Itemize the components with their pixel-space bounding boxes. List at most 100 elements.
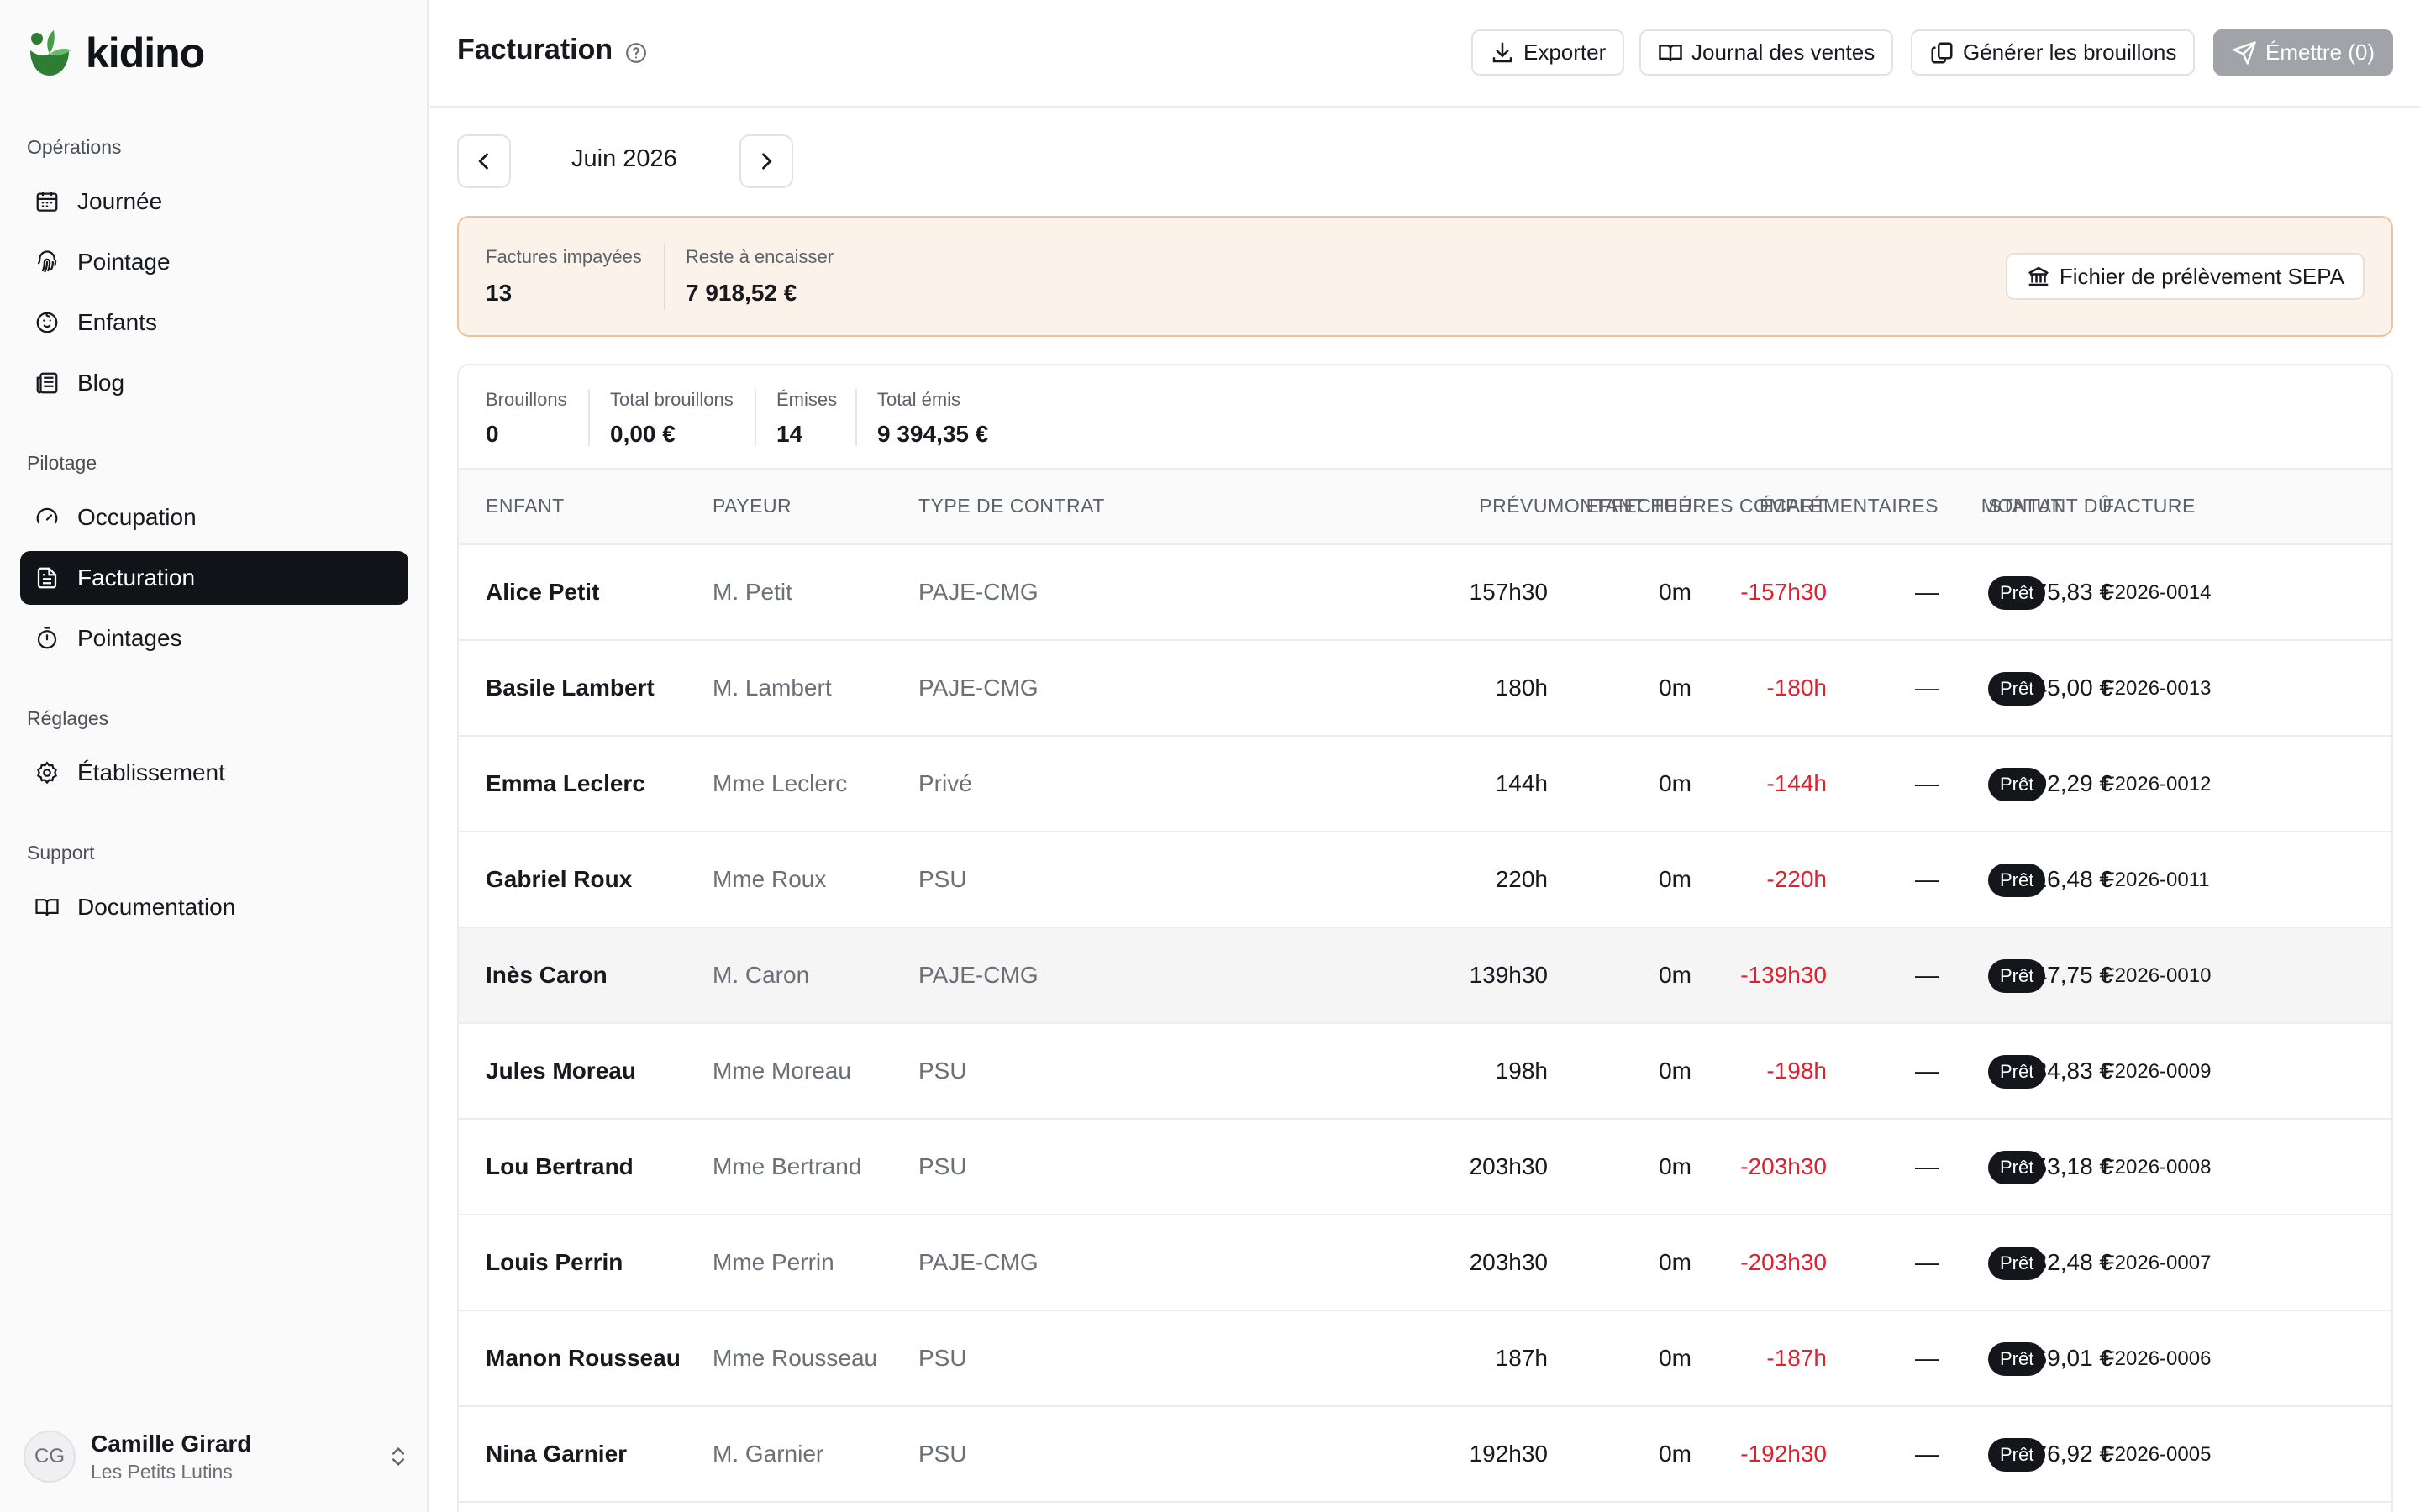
cell-due: 45,00 € xyxy=(2033,675,2112,701)
cell-payer: M. Lambert xyxy=(713,675,832,701)
bank-icon xyxy=(2028,266,2049,286)
table-row[interactable]: Emma Leclerc Mme Leclerc Privé 144h 0m -144h —… xyxy=(459,737,2391,832)
table-row[interactable]: Basile Lambert M. Lambert PAJE-CMG 180h 0m -1… xyxy=(459,641,2391,737)
sidebar-item-occupation[interactable]: Occupation xyxy=(20,491,408,544)
column-header-gap[interactable]: ÉCART xyxy=(1759,495,1827,517)
sepa-file-button[interactable]: Fichier de prélèvement SEPA xyxy=(2005,253,2365,300)
cell-planned: 220h xyxy=(1495,866,1548,892)
issued-total-stat: Total émis 9 394,35 € xyxy=(877,389,988,448)
help-icon[interactable] xyxy=(625,42,647,64)
cell-gap: -220h xyxy=(1766,866,1827,892)
issued-total-label: Total émis xyxy=(877,389,961,410)
sidebar-item-blog[interactable]: Blog xyxy=(20,356,408,410)
user-menu[interactable]: CG Camille Girard Les Petits Lutins xyxy=(24,1430,410,1483)
cell-done: 0m xyxy=(1659,1249,1691,1275)
column-header-done[interactable]: EFFECTUÉ xyxy=(1586,495,1691,517)
user-organization: Les Petits Lutins xyxy=(91,1460,233,1483)
calendar-icon xyxy=(34,188,60,215)
fingerprint-icon xyxy=(34,249,60,276)
sidebar-item-facturation[interactable]: Facturation xyxy=(20,551,408,605)
cell-done: 0m xyxy=(1659,770,1691,796)
export-button-label: Exporter xyxy=(1523,39,1607,65)
cell-invoice: F2026-0013 xyxy=(2102,677,2212,700)
generate-drafts-button[interactable]: Générer les brouillons xyxy=(1911,29,2196,76)
export-button[interactable]: Exporter xyxy=(1471,29,1625,76)
sidebar: kidino Opérations Journée Pointage Enfan… xyxy=(0,0,429,1512)
status-badge: Prêt xyxy=(1988,864,2046,897)
column-header-child[interactable]: ENFANT xyxy=(486,495,565,517)
drafts-total-value: 0,00 € xyxy=(610,421,676,447)
sales-journal-button[interactable]: Journal des ventes xyxy=(1639,29,1894,76)
timer-icon xyxy=(34,625,60,652)
column-header-contract[interactable]: TYPE DE CONTRAT xyxy=(918,495,1105,517)
cell-contract: PAJE-CMG xyxy=(918,675,1039,701)
book-icon xyxy=(34,894,60,921)
sidebar-item-enfants[interactable]: Enfants xyxy=(20,296,408,349)
book-open-icon xyxy=(1659,44,1682,61)
sidebar-item-documentation[interactable]: Documentation xyxy=(20,880,408,934)
table-row[interactable]: Alice Petit M. Petit PAJE-CMG 157h30 0m -157h… xyxy=(459,545,2391,641)
column-header-status[interactable]: STATUT xyxy=(1988,495,2064,517)
cell-planned: 139h30 xyxy=(1469,962,1548,988)
cell-contract: PSU xyxy=(918,1441,967,1467)
table-row[interactable]: Nina Garnier M. Garnier PSU 192h30 0m -192h30… xyxy=(459,1407,2391,1503)
previous-month-button[interactable] xyxy=(457,134,511,188)
emit-button[interactable]: Émettre (0) xyxy=(2213,29,2394,76)
table-row[interactable]: Jules Moreau Mme Moreau PSU 198h 0m -198h —284… xyxy=(459,1024,2391,1120)
cell-child: Gabriel Roux xyxy=(486,866,633,892)
sidebar-item-journee[interactable]: Journée xyxy=(20,175,408,228)
cell-gap: -180h xyxy=(1766,675,1827,701)
cell-extra: — xyxy=(1915,1153,1939,1179)
column-header-planned[interactable]: PRÉVU xyxy=(1479,495,1548,517)
cell-done: 0m xyxy=(1659,675,1691,701)
table-row[interactable]: Inès Caron M. Caron PAJE-CMG 139h30 0m -139h3… xyxy=(459,928,2391,1024)
cell-extra: — xyxy=(1915,579,1939,605)
newspaper-icon xyxy=(34,370,60,396)
cell-invoice: F2026-0010 xyxy=(2102,964,2212,987)
payment-banner: Factures impayées 13 Reste à encaisser 7… xyxy=(457,216,2393,337)
cell-done: 0m xyxy=(1659,1058,1691,1084)
cell-invoice: F2026-0005 xyxy=(2102,1443,2212,1466)
cell-done: 0m xyxy=(1659,1441,1691,1467)
current-month: Juin 2026 xyxy=(571,145,677,172)
cell-contract: PSU xyxy=(918,1345,967,1371)
cell-planned: 187h xyxy=(1495,1345,1548,1371)
cell-child: Jules Moreau xyxy=(486,1058,636,1084)
sepa-file-button-label: Fichier de prélèvement SEPA xyxy=(2059,263,2344,289)
cell-extra: — xyxy=(1915,770,1939,796)
cell-child: Lou Bertrand xyxy=(486,1153,634,1179)
drafts-total-label: Total brouillons xyxy=(610,389,734,410)
column-header-payer[interactable]: PAYEUR xyxy=(713,495,792,517)
table-row[interactable]: Gabriel Roux Mme Roux PSU 220h 0m -220h —316,4… xyxy=(459,832,2391,928)
cell-child: Manon Rousseau xyxy=(486,1345,681,1371)
sidebar-item-pointages[interactable]: Pointages xyxy=(20,612,408,665)
chevrons-up-down-icon xyxy=(392,1447,404,1466)
cell-gap: -203h30 xyxy=(1740,1153,1827,1179)
table-row[interactable]: Manon Rousseau Mme Rousseau PSU 187h 0m -187h… xyxy=(459,1311,2391,1407)
column-header-invoice[interactable]: FACTURE xyxy=(2102,495,2196,517)
issued-value: 14 xyxy=(776,421,803,447)
sidebar-item-label: Pointages xyxy=(77,625,182,651)
copy-icon xyxy=(1931,42,1953,63)
next-month-button[interactable] xyxy=(739,134,793,188)
column-header-due[interactable]: MONTANT DÛ xyxy=(1981,495,2112,517)
baby-icon xyxy=(34,309,60,336)
unpaid-invoices-stat: Factures impayées 13 xyxy=(486,246,642,307)
column-header-extra[interactable]: MONTANT HEURES COMPLÉMENTAIRES xyxy=(1548,495,1939,517)
cell-done: 0m xyxy=(1659,579,1691,605)
sales-journal-button-label: Journal des ventes xyxy=(1691,39,1876,65)
issued-label: Émises xyxy=(776,389,838,410)
drafts-stat: Brouillons 0 xyxy=(486,389,567,448)
brand-logo[interactable]: kidino xyxy=(25,25,205,81)
sidebar-item-etablissement[interactable]: Établissement xyxy=(20,746,408,800)
remaining-stat: Reste à encaisser 7 918,52 € xyxy=(686,246,834,307)
cell-payer: M. Petit xyxy=(713,579,792,605)
table-row[interactable]: Lou Bertrand Mme Bertrand PSU 203h30 0m -203h… xyxy=(459,1120,2391,1215)
cell-planned: 198h xyxy=(1495,1058,1548,1084)
status-badge: Prêt xyxy=(1988,1247,2046,1280)
sidebar-item-label: Enfants xyxy=(77,309,157,335)
gauge-icon xyxy=(34,504,60,531)
sidebar-item-pointage[interactable]: Pointage xyxy=(20,235,408,289)
divider xyxy=(588,389,590,446)
table-row[interactable]: Louis Perrin Mme Perrin PAJE-CMG 203h30 0m -2… xyxy=(459,1215,2391,1311)
